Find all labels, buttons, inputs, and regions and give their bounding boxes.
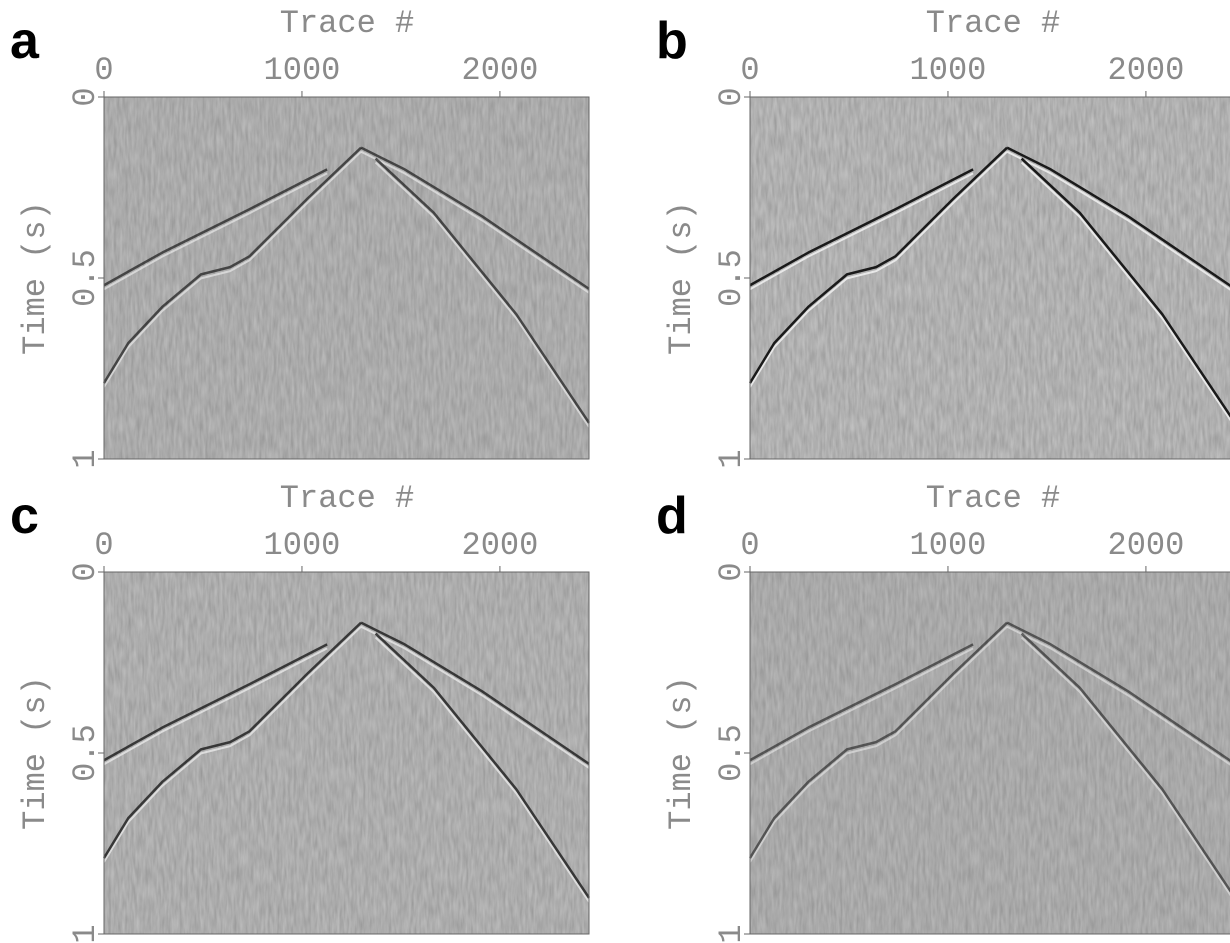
event-dark xyxy=(103,168,328,287)
x-tick-label: 2000 xyxy=(1108,527,1185,564)
event-dark xyxy=(102,621,362,859)
y-tick-label: 0.5 xyxy=(713,724,750,782)
event-dark xyxy=(360,621,590,765)
panel-letter: c xyxy=(10,487,39,545)
event-light xyxy=(360,625,590,769)
x-tick-label: 0 xyxy=(94,527,113,564)
x-axis-title: Trace # xyxy=(926,5,1060,42)
image-noise xyxy=(104,97,589,459)
event-dark xyxy=(360,146,590,290)
event-light xyxy=(374,161,590,428)
y-tick-label: 0 xyxy=(67,562,104,581)
event-light xyxy=(374,636,590,903)
event-light xyxy=(1020,636,1230,897)
x-tick-label: 0 xyxy=(740,52,759,89)
event-dark xyxy=(1006,621,1230,762)
panel: d Trace # Time (s) 0 1000 2000 0 0.5 1 xyxy=(656,480,1230,943)
event-light xyxy=(749,647,974,766)
panel: c Trace # Time (s) 0 1000 2000 0 0.5 1 xyxy=(10,480,591,943)
x-axis-title: Trace # xyxy=(280,480,414,517)
panel: a Trace # Time (s) 0 1000 2000 0 0.5 1 xyxy=(10,5,591,469)
event-dark xyxy=(1006,146,1230,287)
x-tick-label: 1000 xyxy=(910,52,987,89)
event-dark xyxy=(749,643,974,762)
x-tick-label: 1000 xyxy=(910,527,987,564)
event-light xyxy=(103,172,328,291)
event-dark xyxy=(748,621,1008,859)
y-tick-label: 1 xyxy=(67,924,104,943)
y-axis-title: Time (s) xyxy=(17,676,54,830)
y-tick-label: 0.5 xyxy=(67,249,104,307)
event-light xyxy=(1020,161,1230,422)
x-tick-label: 2000 xyxy=(462,527,539,564)
event-dark xyxy=(102,146,362,384)
panel-letter: d xyxy=(656,487,688,545)
event-light xyxy=(103,150,362,388)
x-axis-title: Trace # xyxy=(926,480,1060,517)
y-tick-label: 1 xyxy=(713,449,750,468)
y-axis-title: Time (s) xyxy=(663,676,700,830)
x-tick-label: 2000 xyxy=(1108,52,1185,89)
y-axis-title: Time (s) xyxy=(663,201,700,355)
event-dark xyxy=(749,168,974,287)
panel-letter: a xyxy=(10,12,40,70)
y-tick-label: 0 xyxy=(713,87,750,106)
event-light xyxy=(1006,625,1230,766)
event-dark xyxy=(748,146,1008,384)
event-light xyxy=(749,172,974,291)
image-noise xyxy=(104,572,589,934)
event-dark xyxy=(374,632,591,899)
y-tick-label: 1 xyxy=(713,924,750,943)
x-axis-title: Trace # xyxy=(280,5,414,42)
event-dark xyxy=(103,643,328,762)
x-tick-label: 1000 xyxy=(264,527,341,564)
x-tick-label: 1000 xyxy=(264,52,341,89)
x-tick-label: 2000 xyxy=(462,52,539,89)
x-tick-label: 0 xyxy=(94,52,113,89)
panel: b Trace # Time (s) 0 1000 2000 0 0.5 1 xyxy=(656,5,1230,469)
event-dark xyxy=(1020,157,1230,418)
y-tick-label: 0.5 xyxy=(713,249,750,307)
event-light xyxy=(1006,150,1230,291)
y-tick-label: 1 xyxy=(67,449,104,468)
y-axis-title: Time (s) xyxy=(17,201,54,355)
x-tick-label: 0 xyxy=(740,527,759,564)
image-noise xyxy=(750,97,1230,459)
event-light xyxy=(360,150,590,294)
panel-letter: b xyxy=(656,12,688,70)
event-light xyxy=(749,625,1008,863)
y-tick-label: 0.5 xyxy=(67,724,104,782)
event-light xyxy=(103,647,328,766)
event-light xyxy=(103,625,362,863)
event-light xyxy=(749,150,1008,388)
event-dark xyxy=(1020,632,1230,893)
image-noise xyxy=(750,572,1230,934)
y-tick-label: 0 xyxy=(67,87,104,106)
event-dark xyxy=(374,157,591,424)
y-tick-label: 0 xyxy=(713,562,750,581)
